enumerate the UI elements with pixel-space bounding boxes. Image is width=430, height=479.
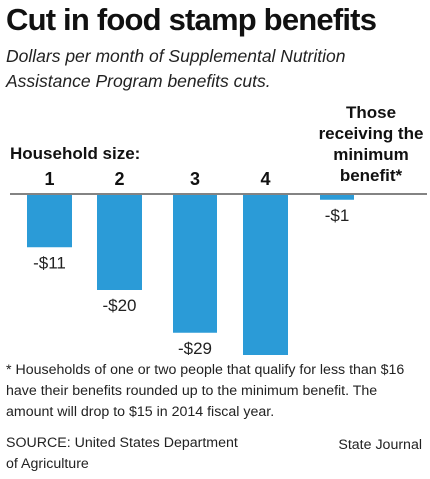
category-label-1: 1 <box>44 169 54 189</box>
household-size-label: Household size: <box>10 144 140 163</box>
category-label-2: 2 <box>114 169 124 189</box>
bar-5 <box>320 195 354 200</box>
chart-subtitle: Dollars per month of Supplemental Nutrit… <box>6 46 346 91</box>
bar-chart: Household size: 1-$112-$203-$294-$36-$1 <box>10 144 427 355</box>
value-label-5: -$1 <box>325 206 350 225</box>
credit: State Journal <box>338 437 422 453</box>
bar-4 <box>243 195 288 355</box>
minimum-benefit-category-label: Those receiving the minimum benefit* <box>318 103 424 185</box>
value-label-3: -$29 <box>178 339 212 355</box>
value-label-1: -$11 <box>33 253 66 272</box>
bar-1 <box>27 195 72 248</box>
value-label-2: -$20 <box>102 296 136 315</box>
chart-title: Cut in food stamp benefits <box>6 2 377 37</box>
bar-3 <box>173 195 217 333</box>
source-note: SOURCE: United States Department of Agri… <box>6 435 238 472</box>
category-label-3: 3 <box>190 169 200 189</box>
footnote: * Households of one or two people that q… <box>6 362 405 420</box>
bar-2 <box>97 195 142 290</box>
category-label-4: 4 <box>260 169 270 189</box>
